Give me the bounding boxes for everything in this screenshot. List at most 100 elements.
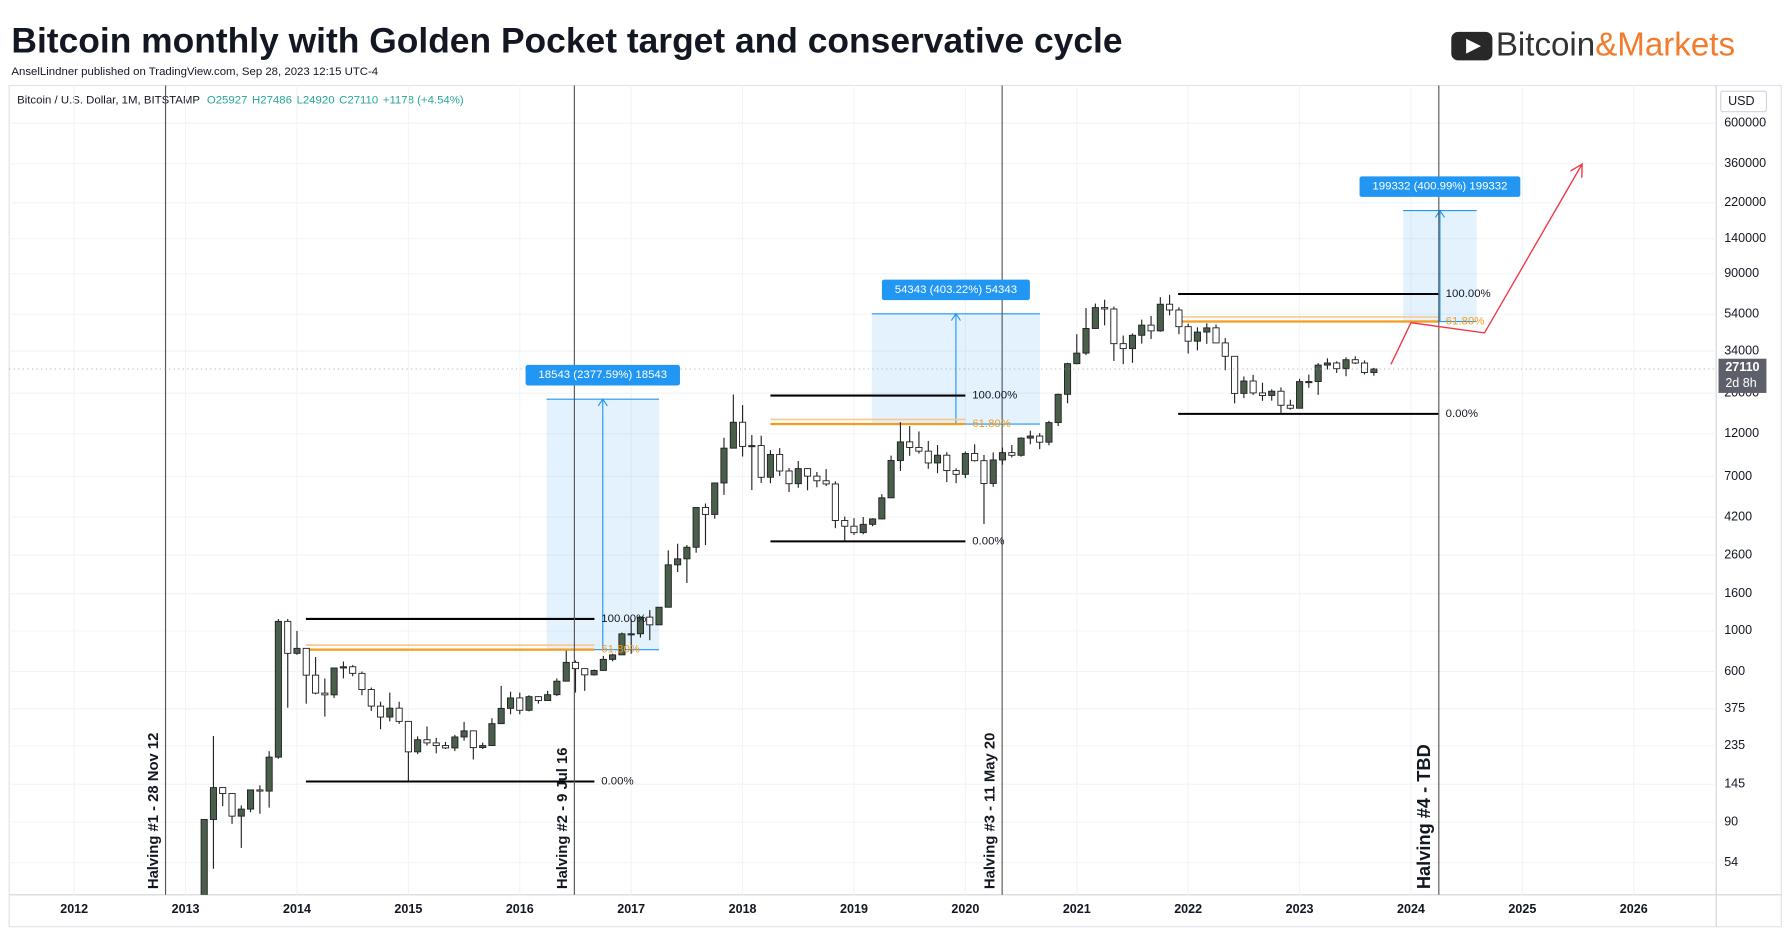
candle-body <box>553 680 561 696</box>
measure-label: 18543 (2377.59%) 18543 <box>538 369 667 381</box>
chart-title: Bitcoin monthly with Golden Pocket targe… <box>11 22 1122 61</box>
candle-body <box>627 633 635 636</box>
candle-body <box>1054 393 1062 424</box>
brand: Bitcoin&Markets <box>1451 26 1735 63</box>
candle-body <box>711 482 719 515</box>
candle-body <box>971 453 979 462</box>
candle-body <box>822 480 830 485</box>
measure-arrowhead <box>950 312 961 321</box>
measure-label-box <box>1359 176 1521 197</box>
candle-body <box>701 507 710 515</box>
candle-body <box>961 453 969 475</box>
candle-body <box>813 475 821 482</box>
candle-body <box>1231 355 1239 394</box>
candle-body <box>785 470 793 485</box>
y-tick-label: 1600 <box>1724 586 1752 600</box>
candle-body <box>432 742 440 747</box>
y-tick-label: 54 <box>1724 855 1738 869</box>
candle-body <box>636 616 644 635</box>
candle-body <box>739 421 747 447</box>
candle-body <box>887 460 895 499</box>
candle-body <box>803 468 812 477</box>
candle-body <box>1110 308 1118 345</box>
x-tick-label: 2020 <box>951 902 979 916</box>
ohlc: O25927 <box>207 94 248 106</box>
candle-body <box>339 666 347 669</box>
candle-body <box>1175 309 1183 328</box>
candle-body <box>571 661 580 670</box>
candle-body <box>441 745 450 749</box>
candle-body <box>757 445 765 478</box>
candle-body <box>1128 334 1137 350</box>
candle-body <box>1296 381 1304 409</box>
candle-body <box>525 696 533 711</box>
candle-body <box>256 789 264 792</box>
candle-body <box>1314 364 1322 382</box>
candle-body <box>544 694 552 702</box>
y-tick-label: 34000 <box>1724 343 1759 357</box>
x-tick-label: 2025 <box>1508 902 1536 916</box>
candle-body <box>998 452 1007 461</box>
x-tick-label: 2018 <box>729 902 757 916</box>
candle-body <box>664 564 672 608</box>
candle-body <box>655 606 663 626</box>
subtitle: AnselLindner published on TradingView.co… <box>11 66 378 78</box>
y-tick-label: 12000 <box>1724 426 1759 440</box>
currency: USD <box>1728 94 1754 108</box>
candle-body <box>488 723 496 747</box>
measure-label: 54343 (403.22%) 54343 <box>895 284 1017 296</box>
y-tick-label: 600000 <box>1724 115 1766 129</box>
candle-body <box>1212 327 1220 344</box>
candle-body <box>506 697 515 709</box>
candle-body <box>219 787 227 794</box>
candle-body <box>933 454 942 464</box>
candle-body <box>1360 362 1369 373</box>
candle-body <box>943 454 951 472</box>
ohlc: L24920 <box>297 94 335 106</box>
candle-body <box>859 523 867 534</box>
y-tick-label: 375 <box>1724 701 1745 715</box>
y-tick-label: 145 <box>1724 777 1745 791</box>
candle-body <box>729 421 737 449</box>
fib-label: 61.80% <box>1446 316 1485 328</box>
candle-body <box>312 674 320 694</box>
candle-body <box>915 446 923 452</box>
fib-label: 100.00% <box>972 390 1017 402</box>
y-tick-label: 7000 <box>1724 469 1752 483</box>
last-price-box <box>1718 358 1767 393</box>
candle-body <box>404 720 412 753</box>
candle-body <box>321 692 329 696</box>
candle-body <box>358 672 366 690</box>
candle-body <box>376 705 385 718</box>
symbol: Bitcoin / U.S. Dollar, 1M, BITSTAMP <box>17 94 200 106</box>
candle-body <box>367 689 375 707</box>
candle-body <box>200 819 208 895</box>
candle-body <box>609 654 617 660</box>
x-tick-label: 2022 <box>1174 902 1202 916</box>
candle-body <box>534 696 542 702</box>
candle-body <box>209 787 217 820</box>
plot-area <box>9 85 1717 895</box>
candle-body <box>330 667 338 696</box>
halving-label: Halving #4 - TBD <box>1413 744 1434 889</box>
projection-line <box>1390 165 1581 365</box>
measure-arrowhead <box>1434 209 1445 218</box>
candle-body <box>497 707 505 725</box>
x-tick-label: 2016 <box>506 902 534 916</box>
measure-arrowhead <box>597 398 608 407</box>
candle-body <box>692 507 700 548</box>
candle-body <box>646 616 654 626</box>
y-tick-label: 140000 <box>1724 231 1766 245</box>
candle-body <box>469 730 477 749</box>
halving-label: Halving #3 - 11 May 20 <box>983 733 999 889</box>
candle-body <box>1323 362 1331 366</box>
candle-body <box>980 460 988 484</box>
brand-text: Bitcoin <box>1496 26 1595 63</box>
fib-label: 0.00% <box>601 776 633 788</box>
candle-body <box>1184 326 1192 342</box>
y-tick-label: 600 <box>1724 664 1745 678</box>
candle-body <box>683 546 691 560</box>
y-tick-label: 235 <box>1724 738 1745 752</box>
y-tick-label: 90 <box>1724 814 1738 828</box>
candle-body <box>562 661 570 682</box>
